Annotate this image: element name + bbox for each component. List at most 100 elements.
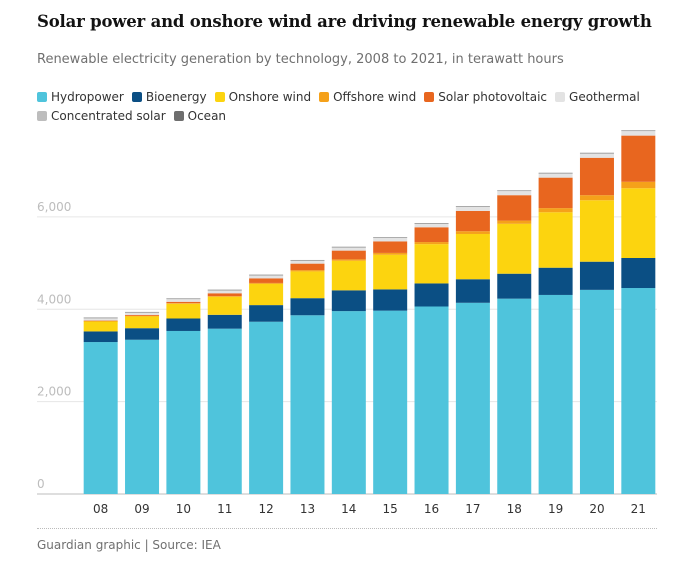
legend-item: Ocean xyxy=(173,107,227,125)
bar-segment xyxy=(579,153,614,158)
x-tick-label: 21 xyxy=(631,502,646,516)
x-tick-label: 08 xyxy=(93,502,108,516)
legend-swatch xyxy=(37,111,47,121)
bar-segment xyxy=(373,289,408,311)
bar-segment xyxy=(249,282,284,284)
bar-segment xyxy=(538,294,573,494)
legend-item: Hydropower xyxy=(37,88,124,106)
bar-segment xyxy=(290,259,325,261)
bar-segment xyxy=(83,317,118,321)
legend-swatch xyxy=(319,92,330,102)
bar-segment xyxy=(125,316,160,329)
legend-item: Offshore wind xyxy=(319,88,416,106)
bar-segment xyxy=(497,191,532,196)
x-tick-label: 19 xyxy=(548,502,563,516)
x-tick-label: 10 xyxy=(176,502,191,516)
legend-swatch xyxy=(37,92,47,102)
bar-segment xyxy=(497,223,532,274)
bar-segment xyxy=(125,311,160,313)
x-tick-label: 18 xyxy=(507,502,522,516)
bar-segment xyxy=(207,290,242,294)
bar-segment xyxy=(331,260,366,291)
bar-segment xyxy=(207,296,242,315)
bar-segment xyxy=(249,278,284,283)
bar-segment xyxy=(290,271,325,299)
bar-segment xyxy=(249,283,284,306)
stacked-bar-chart: 0 2,000 4,000 6,000 08 09 10 11 12 13 14 15 16 17 18 19… xyxy=(37,130,657,516)
legend-label: Geothermal xyxy=(569,90,640,104)
bar-segment xyxy=(166,303,201,319)
bar-segment xyxy=(373,310,408,494)
footer-divider xyxy=(37,528,657,530)
chart-title: Solar power and onshore wind are driving… xyxy=(37,12,652,31)
bar-segment xyxy=(414,223,449,224)
bar-segment xyxy=(83,331,118,343)
legend-swatch xyxy=(424,92,435,102)
legend-item: Geothermal xyxy=(555,88,640,106)
bar-segment xyxy=(497,298,532,494)
bar-segment xyxy=(249,321,284,494)
legend-label: Bioenergy xyxy=(145,90,207,104)
source-note: Guardian graphic | Source: IEA xyxy=(37,538,221,552)
bar-segment xyxy=(579,157,614,196)
bar-segment xyxy=(83,317,118,319)
bar-segment xyxy=(331,246,366,248)
bar-segment xyxy=(373,252,408,255)
x-tick-label: 15 xyxy=(383,502,398,516)
bar-segment xyxy=(290,298,325,316)
bar-segment xyxy=(83,320,118,322)
bar-segment xyxy=(331,259,366,261)
bar-segment xyxy=(83,321,118,322)
bar-segment xyxy=(538,173,573,178)
bar-segment xyxy=(497,195,532,221)
bar-segment xyxy=(497,190,532,192)
bar-segment xyxy=(125,339,160,494)
bar-segment xyxy=(621,131,656,136)
bar-segment xyxy=(414,244,449,284)
bar-segment xyxy=(207,314,242,329)
bar-segment xyxy=(621,257,656,289)
bar-segment xyxy=(166,303,201,304)
bar-segment xyxy=(166,298,201,302)
x-tick-label: 12 xyxy=(258,502,273,516)
bar-segment xyxy=(207,328,242,494)
bar-segment xyxy=(455,233,490,280)
bar-segment xyxy=(290,270,325,272)
bar-segment xyxy=(125,328,160,340)
legend-label: Offshore wind xyxy=(333,90,417,104)
bar-segment xyxy=(166,330,201,494)
chart-legend: Hydropower Bioenergy Onshore wind Offshore … xyxy=(37,88,657,126)
y-tick-label: 0 xyxy=(37,477,45,491)
y-tick-label: 2,000 xyxy=(37,385,71,399)
bar-segment xyxy=(455,302,490,494)
legend-label: Onshore wind xyxy=(228,90,312,104)
bar-segment xyxy=(331,290,366,312)
bar-segment xyxy=(621,135,656,182)
bar-segment xyxy=(621,288,656,494)
legend-label: Ocean xyxy=(187,109,227,123)
y-tick-label: 6,000 xyxy=(37,200,71,214)
bar-segment xyxy=(414,242,449,245)
legend-label: Hydropower xyxy=(51,90,124,104)
x-tick-label: 09 xyxy=(134,502,149,516)
bar-segment xyxy=(497,220,532,224)
legend-swatch xyxy=(173,111,184,121)
bar-segment xyxy=(455,206,490,207)
bar-segment xyxy=(455,206,490,211)
legend-item: Onshore wind xyxy=(214,88,312,106)
bar-segment xyxy=(331,250,366,260)
bar-segment xyxy=(455,210,490,232)
bar-segment xyxy=(538,172,573,174)
legend-label: Concentrated solar xyxy=(51,109,166,123)
legend-swatch xyxy=(131,92,142,102)
legend-swatch xyxy=(214,92,225,102)
bar-segment xyxy=(579,200,614,262)
x-tick-label: 11 xyxy=(217,502,232,516)
legend-item: Bioenergy xyxy=(131,88,207,106)
bar-segment xyxy=(579,152,614,154)
bar-segment xyxy=(249,305,284,322)
bar-segment xyxy=(290,260,325,264)
bar-segment xyxy=(166,301,201,304)
legend-item: Concentrated solar xyxy=(37,107,166,125)
bar-segment xyxy=(290,263,325,271)
